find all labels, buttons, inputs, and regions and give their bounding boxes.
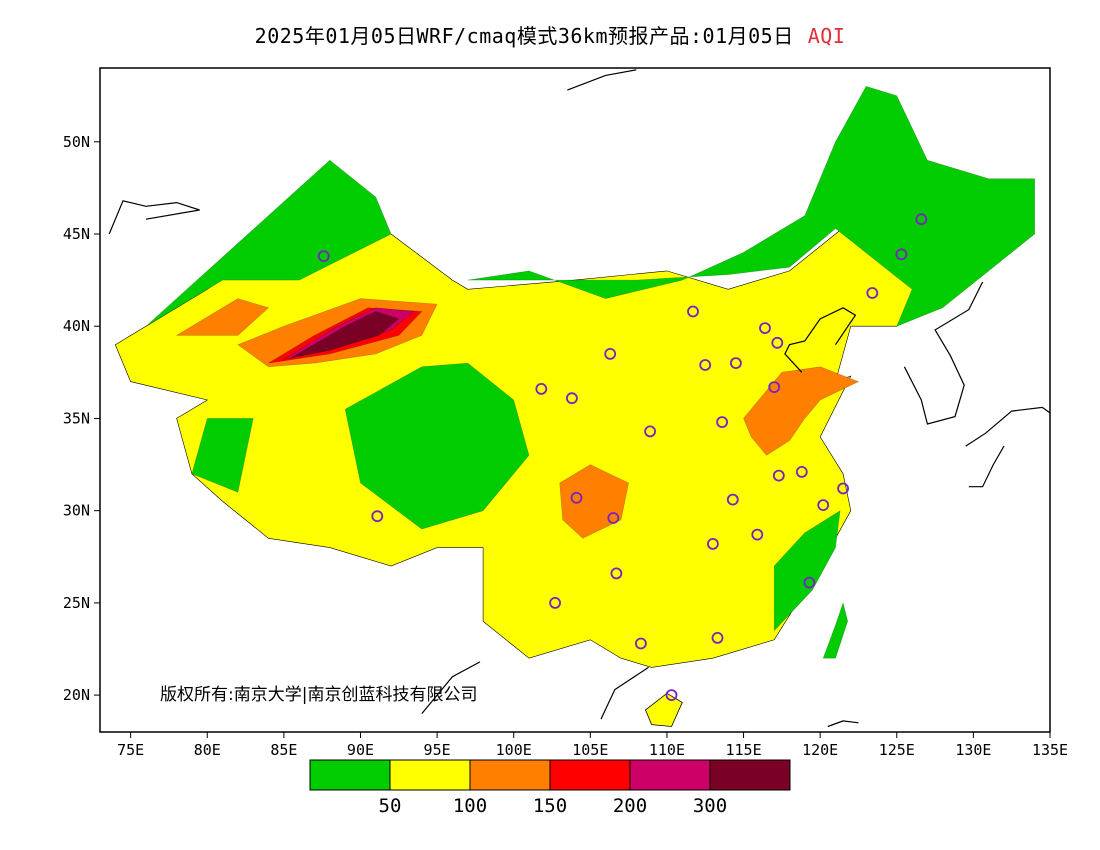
city-marker [607, 512, 620, 524]
city-marker [665, 689, 678, 701]
city-marker [837, 482, 849, 495]
color-legend: 50 100 150 200 300 [309, 759, 791, 817]
x-tick-label: 110E [649, 741, 685, 759]
city-marker [726, 493, 739, 506]
city-marker [535, 382, 548, 395]
y-axis: 20N 25N 30N 35N 40N 45N 50N [63, 133, 100, 704]
legend-swatch [309, 759, 391, 791]
legend-label: 150 [533, 795, 567, 817]
city-marker [371, 510, 384, 523]
city-marker [549, 597, 561, 609]
coastline-4 [108, 200, 200, 235]
x-tick-label: 95E [424, 741, 451, 759]
city-marker [644, 425, 656, 438]
city-marker [699, 359, 712, 371]
coastline-outlines [108, 69, 1050, 728]
y-tick-label: 30N [63, 502, 90, 520]
x-tick-label: 100E [496, 741, 532, 759]
aqi-region-2 [145, 159, 392, 327]
aqi-region-6 [822, 601, 849, 659]
legend-swatch [389, 759, 471, 791]
x-tick-label: 75E [117, 741, 144, 759]
city-marker [635, 637, 647, 650]
city-marker [751, 528, 764, 541]
x-tick-label: 85E [270, 741, 297, 759]
x-tick-label: 120E [802, 741, 838, 759]
coastline-8 [827, 720, 859, 728]
coastline-7 [600, 666, 649, 720]
city-markers [317, 213, 928, 701]
city-marker [687, 305, 699, 318]
coastline-3 [968, 445, 1005, 488]
aqi-region-3 [344, 362, 530, 530]
legend-label: 50 [379, 795, 402, 817]
aqi-region-13 [291, 311, 400, 358]
y-tick-label: 25N [63, 594, 90, 612]
aqi-region-10 [175, 298, 270, 336]
legend-swatch [629, 759, 711, 791]
y-tick-label: 50N [63, 133, 90, 151]
city-marker [771, 336, 784, 349]
city-marker [730, 357, 742, 370]
legend-swatch [709, 759, 791, 791]
city-marker [716, 416, 728, 429]
city-marker [803, 576, 816, 589]
x-tick-label: 130E [955, 741, 991, 759]
aqi-region-5 [773, 510, 841, 632]
y-tick-label: 40N [63, 317, 90, 335]
y-tick-label: 20N [63, 686, 90, 704]
coastline-6 [421, 661, 481, 714]
city-marker [711, 632, 724, 644]
city-marker [566, 392, 578, 405]
plot-area [108, 69, 1050, 728]
aqi-region-4 [191, 418, 254, 493]
x-tick-label: 80E [194, 741, 221, 759]
aqi-region-8 [743, 366, 860, 456]
coastline-2 [965, 406, 1050, 447]
city-marker [707, 538, 719, 550]
y-tick-label: 35N [63, 409, 90, 427]
title-main: 2025年01月05日WRF/cmaq模式36km预报产品:01月05日 [254, 24, 794, 48]
aqi-region-1 [467, 86, 1035, 327]
coastline-5 [567, 69, 637, 91]
city-marker [866, 287, 879, 299]
x-tick-label: 115E [725, 741, 761, 759]
legend-label: 300 [693, 795, 727, 817]
hainan-island [645, 692, 683, 727]
city-marker [915, 213, 928, 226]
copyright-text: 版权所有:南京大学|南京创蓝科技有限公司 [160, 685, 478, 705]
city-marker [570, 491, 583, 504]
y-tick-label: 45N [63, 225, 90, 243]
coastline-1 [903, 281, 984, 425]
city-marker [895, 248, 908, 261]
city-marker [772, 469, 785, 482]
x-tick-label: 90E [347, 741, 374, 759]
aqi-regions [114, 86, 1035, 668]
coastline-0 [784, 307, 857, 373]
x-tick-label: 125E [879, 741, 915, 759]
city-marker [795, 465, 808, 478]
map-title: 2025年01月05日WRF/cmaq模式36km预报产品:01月05日 AQI [0, 20, 1100, 49]
x-axis: 75E 80E 85E 90E 95E 100E 105E 110E 115E 120E 125E 1… [117, 732, 1068, 759]
title-variable: AQI [807, 24, 846, 48]
city-marker [759, 322, 771, 335]
city-marker [317, 250, 330, 263]
legend-swatch [549, 759, 631, 791]
city-marker [768, 381, 781, 394]
x-tick-label: 105E [572, 741, 608, 759]
legend-label: 200 [613, 795, 647, 817]
city-marker [610, 567, 623, 580]
city-marker [604, 347, 617, 360]
x-tick-label: 135E [1032, 741, 1068, 759]
legend-label: 100 [453, 795, 487, 817]
aqi-region-7 [559, 464, 629, 539]
city-marker [817, 499, 830, 512]
legend-swatch [469, 759, 551, 791]
plot-frame [99, 67, 1051, 733]
